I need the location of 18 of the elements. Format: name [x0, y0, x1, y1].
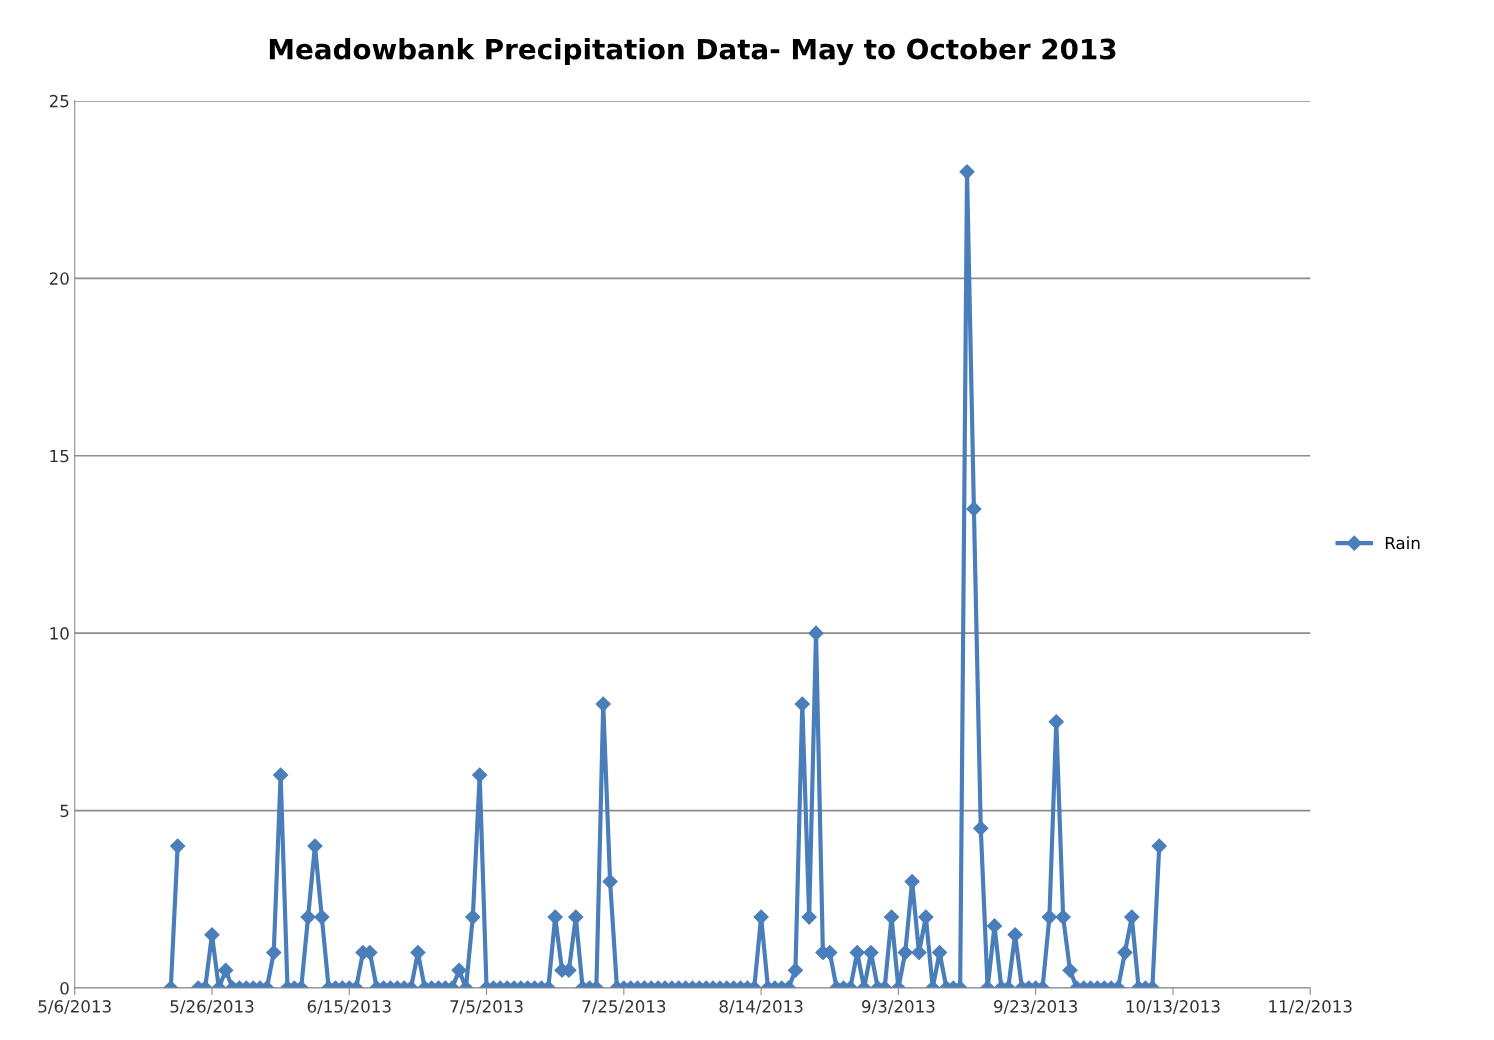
- chart-title: Meadowbank Precipitation Data- May to October 2013: [269, 38, 1116, 66]
- y-tick-label: 10: [50, 627, 69, 640]
- y-tick-label: 15: [50, 449, 69, 463]
- x-tick-label: 6/15/2013: [307, 1000, 391, 1015]
- y-tick-label: 20: [49, 272, 69, 285]
- y-tick-label: 5: [60, 804, 69, 818]
- x-tick-label: 10/13/2013: [1126, 1000, 1220, 1015]
- legend-label: Rain: [1385, 536, 1420, 550]
- x-tick-label: 8/14/2013: [719, 1000, 803, 1015]
- x-tick-label: 9/23/2013: [993, 1000, 1078, 1015]
- x-tick-label: 11/2/2013: [1269, 1000, 1352, 1015]
- x-tick-label: 7/25/2013: [582, 1000, 666, 1015]
- y-tick-label: 0: [60, 981, 69, 995]
- x-tick-label: 9/3/2013: [862, 1000, 935, 1015]
- y-tick-label: 25: [49, 94, 69, 108]
- x-tick-label: 7/5/2013: [450, 1000, 523, 1015]
- x-tick-label: 5/6/2013: [38, 1000, 111, 1015]
- x-tick-label: 5/26/2013: [170, 1000, 254, 1015]
